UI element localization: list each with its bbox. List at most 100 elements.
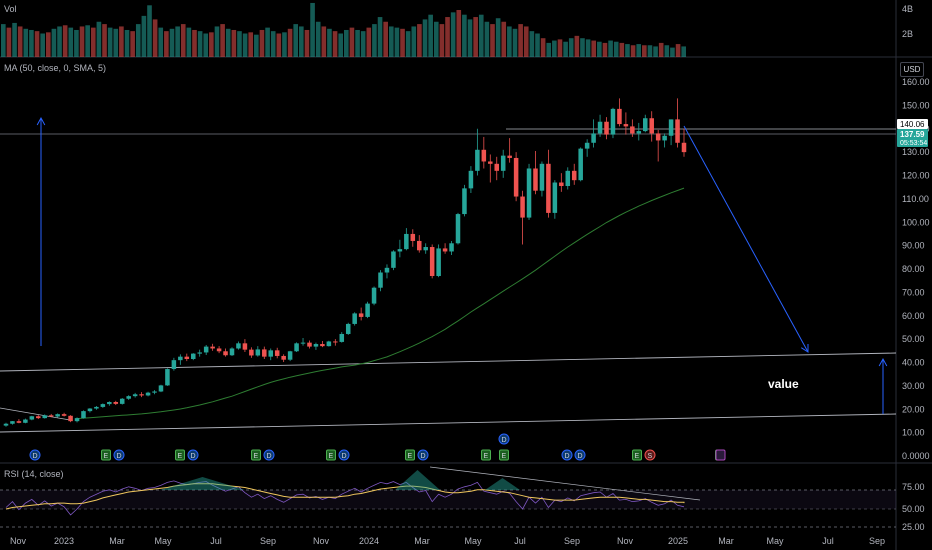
- candle-body: [533, 168, 538, 191]
- event-marker-letter: E: [104, 453, 109, 460]
- currency-button[interactable]: USD: [900, 62, 924, 77]
- candle-body: [3, 423, 9, 426]
- volume-axis-tick: 2B: [902, 29, 913, 39]
- candle-body: [494, 163, 500, 171]
- earnings-marker[interactable]: [405, 449, 415, 461]
- candle-body: [507, 155, 512, 158]
- volume-bar: [675, 44, 681, 57]
- upper-channel-line[interactable]: [0, 352, 897, 372]
- earnings-marker[interactable]: [101, 449, 111, 461]
- dividend-marker[interactable]: [561, 449, 573, 461]
- earnings-marker[interactable]: [326, 449, 336, 461]
- dividend-marker[interactable]: [574, 449, 586, 461]
- event-marker-letter: E: [329, 453, 334, 460]
- rsi-axis-tick: 75.00: [902, 482, 925, 492]
- candle-body: [597, 121, 603, 134]
- time-axis-tick: May: [766, 536, 784, 546]
- rsi-trend-line[interactable]: [429, 466, 701, 501]
- volume-bar: [6, 27, 12, 57]
- volume-bar: [433, 21, 439, 57]
- dividend-marker[interactable]: [187, 449, 199, 461]
- volume-bar: [670, 47, 675, 57]
- candle-body: [352, 313, 357, 324]
- candle-body: [649, 118, 654, 134]
- volume-bar: [557, 39, 563, 57]
- candle-body: [236, 343, 241, 349]
- price-axis-tick: 50.00: [902, 334, 925, 344]
- time-axis-tick: 2024: [359, 536, 379, 546]
- earnings-marker[interactable]: [251, 449, 261, 461]
- volume-bar: [349, 27, 355, 57]
- volume-bar: [147, 5, 152, 58]
- volume-bar: [85, 25, 90, 57]
- volume-bar: [580, 38, 585, 57]
- time-axis-tick: Mar: [718, 536, 734, 546]
- volume-bar: [332, 31, 338, 57]
- volume-bar: [175, 26, 180, 57]
- candle-body: [100, 404, 106, 407]
- volume-bar: [546, 42, 552, 57]
- volume-bar: [315, 21, 321, 57]
- candle-body: [468, 170, 474, 189]
- volume-bar: [647, 45, 653, 57]
- candle-body: [262, 349, 267, 357]
- left-trend-line[interactable]: [0, 407, 71, 421]
- dividend-marker[interactable]: [113, 449, 125, 461]
- candle-body: [229, 348, 235, 356]
- volume-bar: [507, 26, 512, 57]
- volume-bar: [197, 31, 203, 57]
- volume-bar: [141, 15, 147, 57]
- dividend-marker[interactable]: [338, 449, 350, 461]
- volume-bar: [428, 14, 433, 57]
- down-arrow-target[interactable]: [683, 125, 809, 353]
- event-markers[interactable]: DEDEDEDEDEDEDEDDESE: [29, 433, 726, 461]
- dividend-marker[interactable]: [29, 449, 41, 461]
- event-marker-letter: D: [578, 453, 583, 460]
- future-earnings-marker[interactable]: [715, 449, 726, 461]
- volume-bar: [327, 28, 332, 57]
- down-arrow-target-head[interactable]: [800, 343, 809, 353]
- dividend-marker[interactable]: [263, 449, 275, 461]
- volume-bar: [237, 31, 242, 57]
- price-axis-tick: 90.00: [902, 241, 925, 251]
- time-axis-tick: 2023: [54, 536, 74, 546]
- candle-body: [223, 351, 228, 356]
- earnings-marker[interactable]: [499, 449, 509, 461]
- event-marker-letter: D: [33, 453, 38, 460]
- countdown: 05:53:54: [900, 140, 927, 147]
- dividend-marker[interactable]: [417, 449, 429, 461]
- event-marker-letter: D: [117, 453, 122, 460]
- volume-bar: [490, 24, 495, 58]
- time-axis-tick: May: [154, 536, 172, 546]
- volume-bar: [473, 17, 478, 57]
- volume-bar: [152, 19, 158, 57]
- candle-body: [559, 182, 564, 187]
- value-annotation[interactable]: value: [768, 377, 799, 391]
- volume-bar: [57, 26, 62, 57]
- volume-bar: [456, 10, 462, 57]
- up-arrow-left-head[interactable]: [36, 116, 46, 126]
- drawings[interactable]: [36, 116, 888, 414]
- candle-body: [29, 416, 35, 420]
- volume-bar: [220, 24, 225, 58]
- earnings-marker[interactable]: [481, 449, 491, 461]
- volume-bar: [90, 27, 96, 57]
- volume-bar: [270, 31, 276, 57]
- volume-bar: [411, 26, 417, 57]
- time-axis-tick: Jul: [514, 536, 526, 546]
- split-marker[interactable]: [644, 449, 656, 461]
- earnings-marker[interactable]: [175, 449, 185, 461]
- candle-body: [617, 108, 622, 125]
- earnings-marker[interactable]: [632, 449, 642, 461]
- volume-bar: [242, 33, 248, 57]
- event-marker-letter: D: [565, 453, 570, 460]
- dividend-marker[interactable]: [498, 433, 510, 445]
- up-arrow-right-head[interactable]: [878, 357, 888, 367]
- volume-bar: [422, 19, 428, 57]
- candle-body: [42, 415, 48, 419]
- candle-body: [300, 342, 306, 344]
- volume-bars: [1, 2, 686, 58]
- lower-channel-line[interactable]: [0, 413, 897, 433]
- volume-bar: [394, 27, 400, 57]
